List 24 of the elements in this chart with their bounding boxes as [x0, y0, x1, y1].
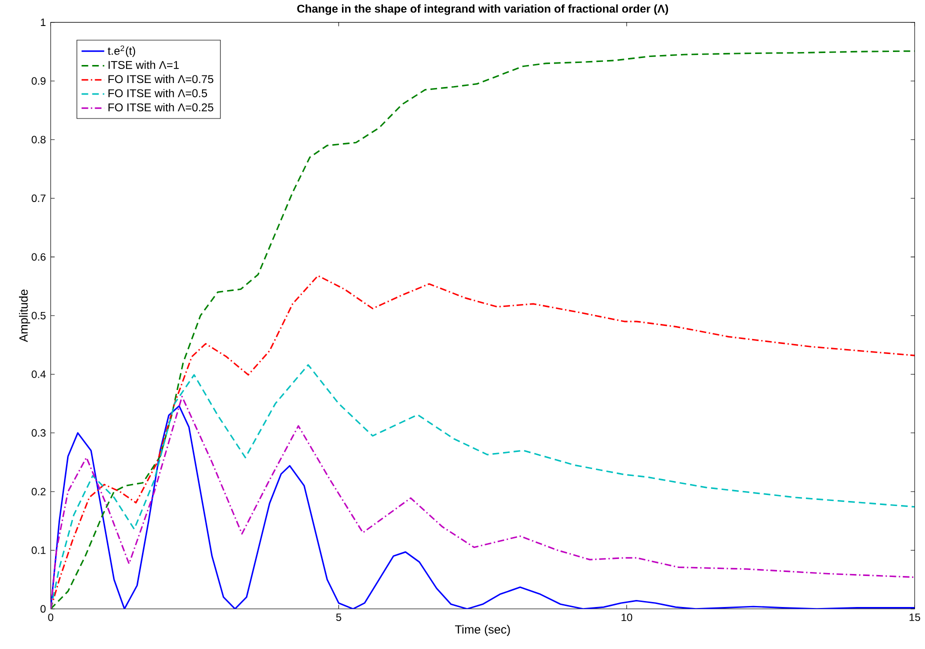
y-tick-label: 0.4 — [32, 370, 46, 378]
y-tick-label: 0.8 — [32, 136, 46, 144]
y-tick-label: 0.2 — [32, 488, 46, 496]
x-tick-label: 10 — [622, 614, 632, 622]
legend-label: FO ITSE with Λ=0.5 — [108, 89, 208, 98]
y-tick-label: 1 — [40, 18, 46, 26]
x-axis-title: Time (sec) — [455, 625, 510, 636]
x-tick-label: 0 — [48, 614, 54, 622]
y-tick-label: 0.7 — [32, 194, 46, 202]
x-tick-label: 5 — [336, 614, 342, 622]
line-series — [50, 275, 915, 610]
y-tick-label: 0.1 — [32, 546, 46, 554]
y-axis-title: Amplitude — [19, 290, 30, 342]
legend-label: FO ITSE with Λ=0.75 — [108, 74, 214, 84]
y-tick-label: 0.5 — [32, 312, 46, 320]
legend-label: t.e$^{2}$(t) — [108, 46, 136, 58]
y-tick-label: 0 — [40, 605, 46, 613]
legend-label: FO ITSE with Λ=0.25 — [108, 103, 214, 112]
y-tick-label: 0.3 — [32, 429, 46, 437]
chart-title: Change in the shape of integrand with variation of fractional order (Λ) — [297, 4, 668, 16]
y-tick-label: 0.6 — [32, 253, 46, 261]
x-tick-label: 15 — [910, 614, 920, 622]
legend-label: ITSE with Λ=1 — [108, 60, 179, 70]
y-tick-label: 0.9 — [32, 77, 46, 85]
